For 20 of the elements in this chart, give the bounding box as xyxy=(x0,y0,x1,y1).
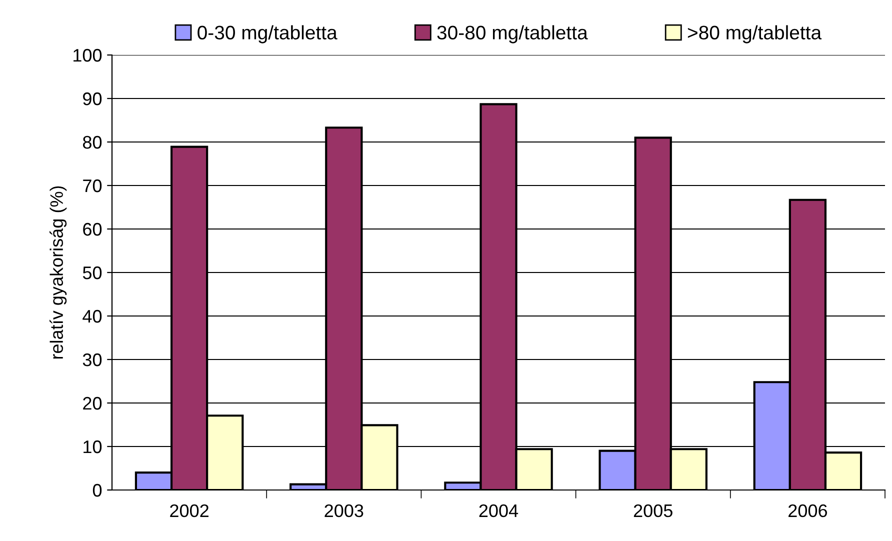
y-tick-label: 10 xyxy=(84,440,102,454)
x-tick-label: 2002 xyxy=(170,504,208,518)
x-tick-label: 2004 xyxy=(479,504,518,518)
y-tick-label: 0 xyxy=(92,484,102,497)
legend-label: 0-30 mg/tabletta xyxy=(198,25,338,44)
y-tick-label: 30 xyxy=(82,353,102,366)
y-tick-label: 40 xyxy=(82,310,102,323)
x-tick-label: 2006 xyxy=(788,504,827,518)
y-tick-label: 60 xyxy=(83,222,102,236)
legend-label: 30-80 mg/tabletta xyxy=(437,25,588,44)
x-tick-label: 2003 xyxy=(324,504,364,518)
y-tick-label: 90 xyxy=(83,92,102,106)
y-tick-label: 80 xyxy=(82,136,102,149)
legend-label: >80 mg/tabletta xyxy=(688,25,822,44)
y-tick-label: 50 xyxy=(82,266,102,280)
y-tick-label: 20 xyxy=(83,396,102,410)
y-tick-label: 100 xyxy=(74,48,102,62)
x-tick-label: 2005 xyxy=(634,504,672,518)
y-axis-title: relatív gyakoriság (%) xyxy=(50,186,67,359)
y-tick-label: 70 xyxy=(83,179,102,192)
